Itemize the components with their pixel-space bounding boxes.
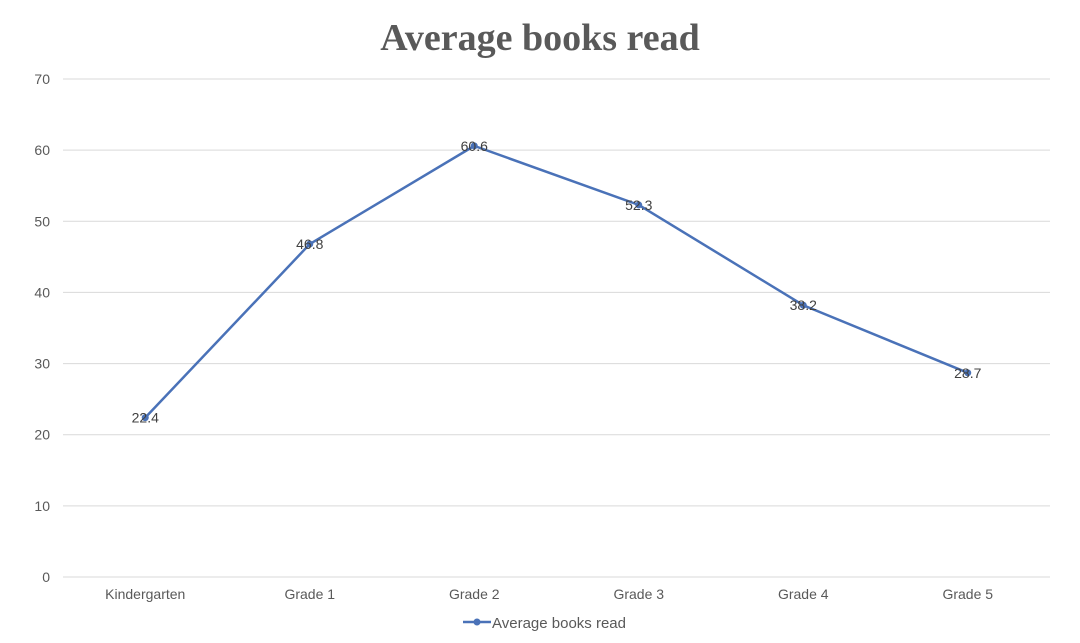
data-point bbox=[306, 240, 314, 248]
data-point bbox=[141, 414, 149, 422]
x-tick-label: Kindergarten bbox=[105, 586, 185, 602]
data-label: 46.8 bbox=[296, 236, 323, 252]
data-label: 22.4 bbox=[132, 410, 159, 426]
data-label: 52.3 bbox=[625, 197, 652, 213]
y-tick-label: 60 bbox=[34, 142, 50, 158]
legend-marker bbox=[473, 618, 481, 626]
y-tick-label: 40 bbox=[34, 284, 50, 300]
x-tick-label: Grade 2 bbox=[449, 586, 500, 602]
x-tick-label: Grade 3 bbox=[613, 586, 664, 602]
y-tick-label: 20 bbox=[34, 427, 50, 443]
y-tick-label: 10 bbox=[34, 498, 50, 514]
series-line bbox=[144, 144, 969, 419]
x-tick-label: Grade 1 bbox=[284, 586, 335, 602]
legend-label: Average books read bbox=[492, 615, 626, 632]
data-label: 60.6 bbox=[461, 138, 488, 154]
data-point bbox=[964, 369, 972, 377]
y-tick-label: 0 bbox=[42, 569, 50, 585]
y-tick-label: 70 bbox=[34, 71, 50, 87]
x-tick-label: Grade 4 bbox=[778, 586, 829, 602]
data-point bbox=[470, 142, 478, 150]
data-label: 28.7 bbox=[954, 365, 981, 381]
data-label: 38.2 bbox=[790, 297, 817, 313]
chart-title: Average books read bbox=[380, 17, 700, 59]
y-tick-label: 50 bbox=[34, 213, 50, 229]
data-point bbox=[799, 301, 807, 309]
x-tick-label: Grade 5 bbox=[942, 586, 993, 602]
data-point bbox=[635, 201, 643, 209]
y-tick-label: 30 bbox=[34, 356, 50, 372]
